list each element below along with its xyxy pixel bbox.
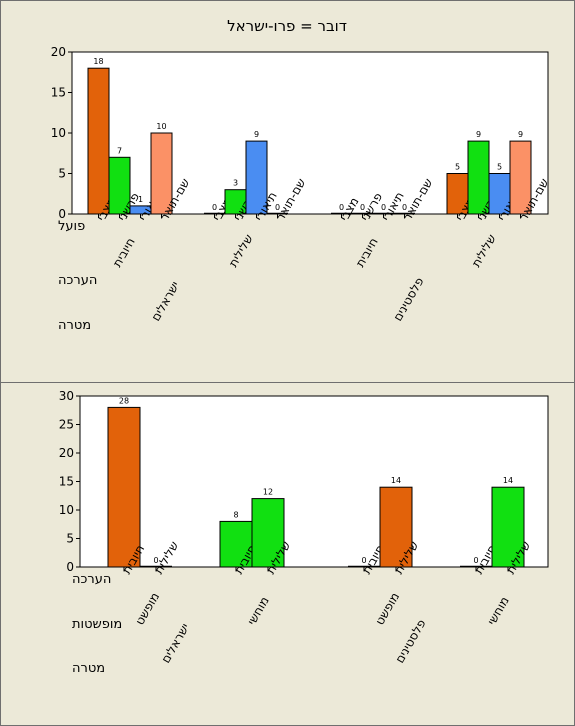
y-tick-label: 0 — [58, 207, 66, 221]
data-label: 8 — [233, 510, 238, 519]
data-label: 1 — [138, 195, 143, 204]
y-tick-label: 25 — [59, 418, 74, 432]
row-label-evaluation-bottom: הערכה — [72, 572, 111, 587]
data-label: 5 — [455, 163, 460, 172]
chart-title: דובר = פרו-ישראל — [227, 17, 347, 35]
evaluation-label: שלילית — [226, 232, 256, 270]
data-label: 14 — [503, 476, 513, 485]
data-label: 0 — [402, 203, 407, 212]
abstraction-label: מופשט — [372, 590, 402, 627]
y-tick-label: 10 — [59, 503, 74, 517]
y-tick-label: 20 — [59, 446, 74, 460]
data-label: 14 — [391, 476, 401, 485]
y-tick-label: 20 — [51, 45, 66, 59]
data-label: 0 — [153, 556, 158, 565]
bar — [379, 486, 413, 568]
y-tick-label: 5 — [58, 167, 66, 181]
data-label: 0 — [339, 203, 344, 212]
abstraction-label: מופשט — [132, 590, 162, 627]
target-label: ישראלים — [148, 279, 182, 324]
target-label: פלסטינים — [390, 275, 426, 324]
target-label: פלסטינים — [392, 617, 428, 666]
data-label: 0 — [361, 556, 366, 565]
y-tick-label: 30 — [59, 389, 74, 403]
data-label: 7 — [117, 146, 122, 155]
data-label: 9 — [518, 130, 523, 139]
data-label: 5 — [497, 163, 502, 172]
abstraction-label: מוחשי — [484, 594, 511, 627]
y-tick-label: 0 — [66, 560, 74, 574]
target-label: ישראלים — [158, 621, 192, 666]
y-tick-label: 10 — [51, 126, 66, 140]
data-label: 0 — [360, 203, 365, 212]
row-label-abstraction: מופשטות — [72, 617, 122, 632]
data-label: 18 — [93, 57, 103, 66]
data-label: 0 — [275, 203, 280, 212]
row-label-target: מטרה — [58, 318, 91, 333]
row-label-evaluation: הערכה — [58, 273, 97, 288]
data-label: 10 — [156, 122, 166, 131]
data-label: 0 — [212, 203, 217, 212]
data-label: 0 — [381, 203, 386, 212]
y-tick-label: 5 — [66, 532, 74, 546]
bar — [219, 520, 253, 568]
data-label: 9 — [476, 130, 481, 139]
evaluation-label: חיובית — [353, 235, 381, 269]
row-label-target-bottom: מטרה — [72, 661, 105, 676]
y-tick-label: 15 — [59, 475, 74, 489]
abstraction-label: מוחשי — [244, 594, 271, 627]
y-tick-label: 15 — [51, 86, 66, 100]
evaluation-label: חיובית — [110, 235, 138, 269]
bar — [107, 406, 141, 568]
plot-area — [79, 395, 549, 568]
bar — [87, 67, 110, 215]
row-label-verb: פועל — [58, 219, 85, 234]
data-label: 3 — [233, 179, 238, 188]
data-label: 12 — [263, 488, 273, 497]
evaluation-label: שלילית — [469, 232, 499, 270]
data-label: 0 — [473, 556, 478, 565]
data-label: 28 — [119, 396, 129, 405]
panel-divider — [0, 382, 575, 383]
data-label: 9 — [254, 130, 259, 139]
